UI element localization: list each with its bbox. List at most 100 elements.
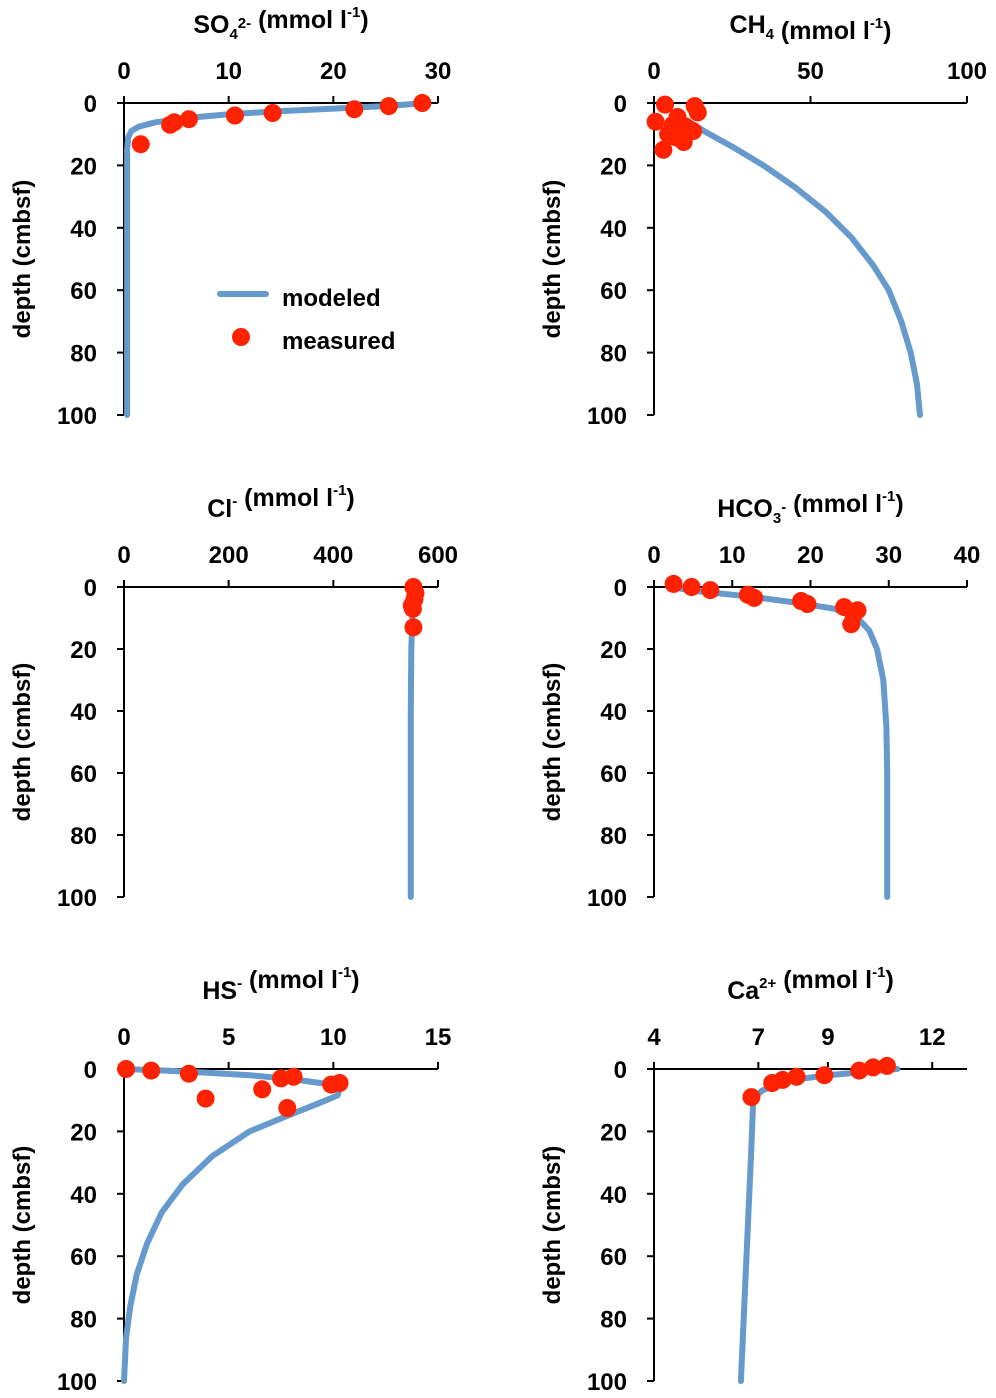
measured-point	[225, 106, 244, 125]
chart-panel-1: SO42- (mmol l-1) 0 10 20 30 0 20 40 60 80 100 depth…	[9, 4, 451, 430]
title-subscript: 4	[766, 26, 775, 43]
measured-point	[842, 615, 861, 634]
y-tick-label: 0	[84, 575, 97, 602]
x-tick-label: 200	[209, 542, 249, 569]
measured-point	[253, 1080, 272, 1099]
measured-point	[345, 100, 364, 119]
title-unit-superscript: -1	[882, 488, 895, 505]
title-base: HCO	[717, 495, 773, 523]
x-tick-label: 5	[222, 1024, 235, 1051]
modeled-curve	[688, 120, 923, 418]
title-base: SO	[193, 11, 229, 39]
y-tick-label: 40	[600, 1182, 627, 1209]
title-base: CH	[730, 11, 766, 39]
y-tick-label: 40	[70, 1182, 97, 1209]
y-tick-label: 40	[600, 216, 627, 243]
x-tick-label: 600	[418, 542, 458, 569]
y-tick-label: 60	[70, 761, 97, 788]
measured-point	[117, 1060, 136, 1078]
title-unit-superscript: -1	[333, 482, 346, 499]
x-tick-label: 30	[875, 542, 902, 569]
y-tick-label: 100	[57, 885, 97, 912]
x-tick-label: 15	[425, 1024, 452, 1051]
measured-point	[850, 1061, 869, 1080]
y-tick-label: 20	[70, 637, 97, 664]
title-unit: (mmol l	[251, 6, 347, 34]
title-subscript: 3	[773, 510, 781, 527]
y-tick-label: 20	[600, 153, 627, 180]
title-close: )	[885, 966, 893, 994]
x-tick-label: 0	[117, 1024, 130, 1051]
title-base: Ca	[727, 977, 760, 1005]
chart-title: CH4 (mmol l-1)	[730, 11, 892, 45]
y-tick-label: 20	[70, 1119, 97, 1146]
x-tick-label: 20	[797, 542, 824, 569]
y-axis-label: depth (cmbsf)	[539, 180, 566, 339]
measured-point	[878, 1056, 896, 1075]
title-close: )	[883, 17, 891, 45]
measured-point	[815, 1066, 834, 1085]
measured-point	[179, 110, 198, 129]
modeled-curve	[737, 1066, 901, 1384]
x-tick-label: 400	[313, 542, 353, 569]
measured-point	[413, 94, 432, 112]
x-tick-label: 0	[647, 542, 660, 569]
modeled-curve	[124, 100, 429, 418]
measured-point	[161, 115, 180, 134]
y-tick-label: 0	[84, 91, 97, 118]
modeled-curve	[666, 584, 891, 900]
chart-panel-2: CH4 (mmol l-1) 0 50 100 0 20 40 60 80 100 depth (c…	[539, 11, 987, 430]
legend-modeled-label: modeled	[282, 285, 381, 312]
y-tick-label: 80	[600, 823, 627, 850]
title-base: HS	[202, 977, 237, 1005]
x-tick-label: 9	[821, 1024, 834, 1051]
chart-title: Ca2+ (mmol l-1)	[727, 964, 894, 1005]
measured-point	[798, 595, 817, 613]
y-tick-label: 80	[70, 1307, 97, 1334]
title-superscript: 2+	[759, 975, 776, 992]
y-tick-label: 60	[70, 1244, 97, 1271]
chart-title: Cl- (mmol l-1)	[207, 482, 355, 523]
title-superscript: -	[781, 499, 786, 516]
y-axis-label: depth (cmbsf)	[539, 1146, 566, 1305]
x-tick-label: 10	[320, 1024, 347, 1051]
measured-point	[682, 578, 701, 596]
title-unit: (mmol l	[774, 17, 870, 45]
title-close: )	[895, 490, 903, 518]
title-base: Cl	[207, 495, 232, 523]
measured-point	[379, 97, 398, 116]
title-unit-superscript: -1	[870, 15, 883, 32]
y-axis-label: depth (cmbsf)	[539, 663, 566, 822]
chart-title: SO42- (mmol l-1)	[193, 4, 368, 43]
measured-point	[404, 618, 423, 637]
x-tick-label: 4	[647, 1024, 661, 1051]
x-tick-label: 40	[954, 542, 981, 569]
measured-point	[654, 140, 673, 159]
title-unit-superscript: -1	[338, 964, 351, 981]
measured-point	[330, 1074, 349, 1092]
y-tick-label: 0	[84, 1057, 97, 1084]
y-tick-label: 40	[600, 699, 627, 726]
y-tick-label: 20	[600, 637, 627, 664]
chart-panel-5: HS- (mmol l-1) 0 5 10 15 0 20 40 60 80 100 depth (c…	[9, 964, 451, 1396]
measured-point	[674, 133, 693, 151]
measured-point	[196, 1089, 215, 1108]
title-unit: (mmol l	[776, 966, 872, 994]
chart-panel-3: Cl- (mmol l-1) 0 200 400 600 0 20 40 60 80 100 dept…	[9, 482, 458, 912]
title-subscript: 4	[229, 26, 238, 43]
measured-point	[763, 1074, 782, 1092]
modeled-curve	[121, 1066, 343, 1384]
measured-point	[131, 135, 150, 154]
title-close: )	[360, 6, 368, 34]
measured-point	[179, 1064, 198, 1083]
y-tick-label: 0	[614, 575, 627, 602]
y-tick-label: 80	[600, 341, 627, 368]
y-tick-label: 80	[600, 1307, 627, 1334]
title-superscript: 2-	[238, 15, 251, 32]
y-tick-label: 60	[600, 1244, 627, 1271]
x-tick-label: 10	[719, 542, 746, 569]
title-unit-superscript: -1	[347, 4, 360, 21]
title-superscript: -	[232, 493, 237, 510]
title-unit: (mmol l	[237, 484, 333, 512]
